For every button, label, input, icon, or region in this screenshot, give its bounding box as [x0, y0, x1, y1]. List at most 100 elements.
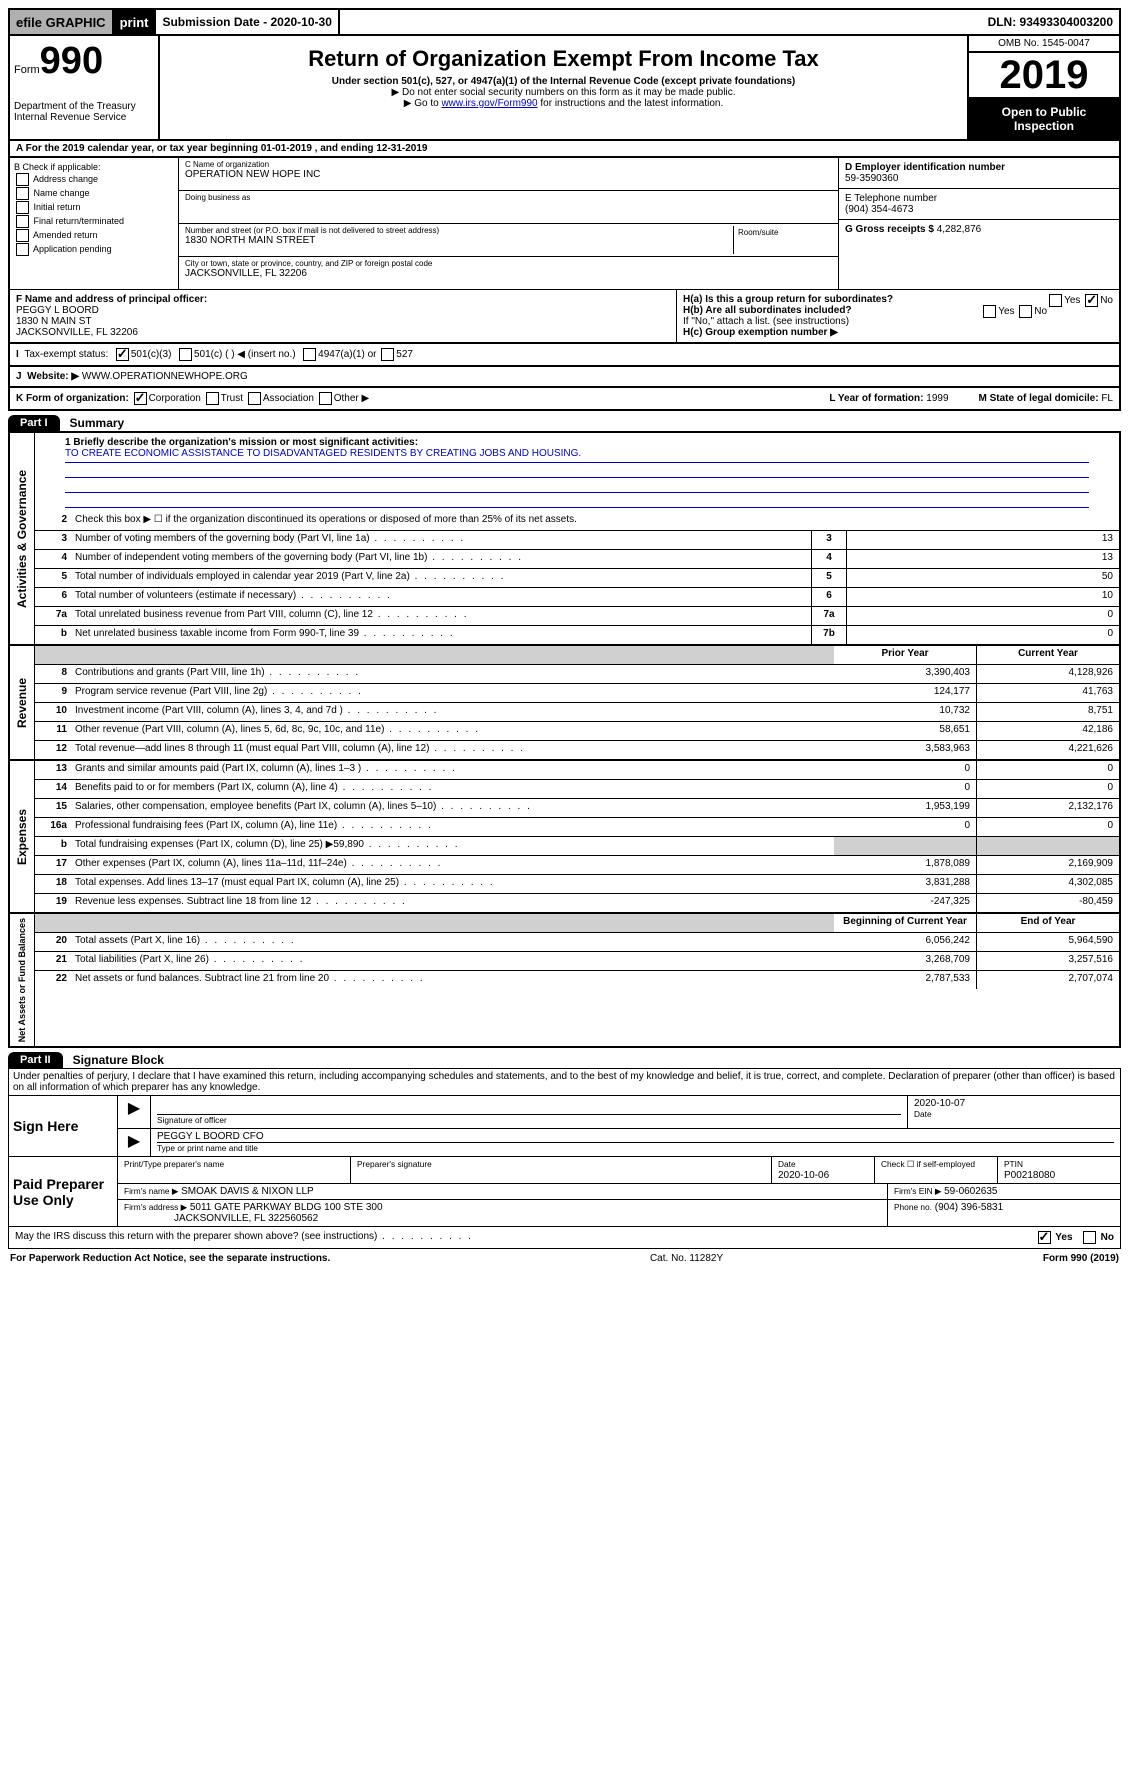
firm-phone-label: Phone no.	[894, 1202, 932, 1212]
phone-label: E Telephone number	[845, 193, 937, 204]
chk-501c[interactable]	[179, 348, 192, 361]
table-row: 9Program service revenue (Part VIII, lin…	[35, 684, 1119, 703]
city-value: JACKSONVILLE, FL 32206	[185, 268, 307, 279]
table-row: 18Total expenses. Add lines 13–17 (must …	[35, 875, 1119, 894]
table-row: 10Investment income (Part VIII, column (…	[35, 703, 1119, 722]
hb-yes[interactable]	[983, 305, 996, 318]
part2-header: Part II Signature Block	[8, 1052, 1121, 1068]
ptin-label: PTIN	[1004, 1159, 1023, 1169]
firm-name: SMOAK DAVIS & NIXON LLP	[181, 1186, 314, 1197]
sign-here-label: Sign Here	[9, 1096, 118, 1156]
officer-addr1: 1830 N MAIN ST	[16, 316, 92, 327]
discuss-row: May the IRS discuss this return with the…	[8, 1227, 1121, 1249]
website-value: WWW.OPERATIONNEWHOPE.ORG	[82, 371, 248, 382]
hb-no[interactable]	[1019, 305, 1032, 318]
website-label: Website: ▶	[27, 371, 79, 382]
chk-initial-return[interactable]: Initial return	[14, 201, 174, 214]
goto-post: for instructions and the latest informat…	[538, 98, 724, 109]
table-row: 5Total number of individuals employed in…	[35, 569, 1119, 588]
print-button[interactable]: print	[114, 10, 157, 34]
street-label: Number and street (or P.O. box if mail i…	[185, 226, 733, 235]
chk-name-change[interactable]: Name change	[14, 187, 174, 200]
chk-amended[interactable]: Amended return	[14, 229, 174, 242]
subtitle-1: Under section 501(c), 527, or 4947(a)(1)…	[166, 76, 961, 87]
table-row: bNet unrelated business taxable income f…	[35, 626, 1119, 644]
side-revenue: Revenue	[10, 646, 35, 759]
form-title: Return of Organization Exempt From Incom…	[166, 46, 961, 72]
chk-address-change[interactable]: Address change	[14, 173, 174, 186]
year-formation-label: L Year of formation:	[829, 393, 923, 404]
tax-year: 2019	[969, 53, 1119, 99]
chk-501c3[interactable]	[116, 348, 129, 361]
ha-no[interactable]	[1085, 294, 1098, 307]
row-a-period: A For the 2019 calendar year, or tax yea…	[8, 141, 1121, 158]
room-label: Room/suite	[734, 226, 832, 254]
signature-area: Sign Here ▶ Signature of officer 2020-10…	[8, 1095, 1121, 1227]
efile-label: efile GRAPHIC	[10, 10, 114, 34]
irs-link[interactable]: www.irs.gov/Form990	[441, 98, 537, 109]
hdr-prior-year: Prior Year	[834, 646, 977, 664]
chk-corp[interactable]	[134, 392, 147, 405]
form-org-label: K Form of organization:	[16, 393, 129, 404]
period-text: A For the 2019 calendar year, or tax yea…	[16, 143, 427, 154]
discuss-yes[interactable]	[1038, 1231, 1051, 1244]
ha-yes[interactable]	[1049, 294, 1062, 307]
table-row: 15Salaries, other compensation, employee…	[35, 799, 1119, 818]
part2-title: Signature Block	[63, 1053, 164, 1067]
box-fh: F Name and address of principal officer:…	[8, 289, 1121, 344]
firm-ein: 59-0602635	[944, 1186, 997, 1197]
table-row: 13Grants and similar amounts paid (Part …	[35, 761, 1119, 780]
hdr-end: End of Year	[977, 914, 1119, 932]
goto-pre: ▶ Go to	[404, 98, 442, 109]
tax-status-label: Tax-exempt status:	[24, 349, 108, 360]
form-num: 990	[40, 40, 103, 82]
chk-app-pending[interactable]: Application pending	[14, 243, 174, 256]
discuss-label: May the IRS discuss this return with the…	[15, 1231, 473, 1244]
block-bcd: B Check if applicable: Address change Na…	[8, 158, 1121, 289]
mission-line4	[65, 493, 1089, 508]
org-name-label: C Name of organization	[185, 160, 832, 169]
chk-trust[interactable]	[206, 392, 219, 405]
summary-table: Activities & Governance 1 Briefly descri…	[8, 431, 1121, 1048]
arrow-icon: ▶	[118, 1096, 151, 1128]
box-c: C Name of organization OPERATION NEW HOP…	[179, 158, 839, 289]
row-k: K Form of organization: Corporation Trus…	[8, 388, 1121, 411]
paid-preparer-label: Paid Preparer Use Only	[9, 1157, 118, 1226]
chk-4947[interactable]	[303, 348, 316, 361]
table-row: 3Number of voting members of the governi…	[35, 531, 1119, 550]
firm-name-label: Firm's name ▶	[124, 1186, 178, 1196]
gross-value: 4,282,876	[937, 224, 982, 235]
chk-assoc[interactable]	[248, 392, 261, 405]
row-i: I Tax-exempt status: 501(c)(3) 501(c) ( …	[8, 344, 1121, 367]
part1-tab: Part I	[8, 415, 60, 431]
dln-label: DLN: 93493304003200	[982, 10, 1119, 34]
firm-phone: (904) 396-5831	[935, 1202, 1003, 1213]
ein-label: D Employer identification number	[845, 162, 1005, 173]
footer-right: Form 990 (2019)	[1043, 1253, 1119, 1264]
hdr-current-year: Current Year	[977, 646, 1119, 664]
box-b-label: B Check if applicable:	[14, 162, 174, 172]
open-inspection: Open to Public Inspection	[969, 99, 1119, 139]
table-row: 22Net assets or fund balances. Subtract …	[35, 971, 1119, 989]
omb-number: OMB No. 1545-0047	[969, 36, 1119, 53]
city-label: City or town, state or province, country…	[185, 259, 832, 268]
chk-final-return[interactable]: Final return/terminated	[14, 215, 174, 228]
preparer-name-label: Print/Type preparer's name	[124, 1159, 224, 1169]
prep-date-label: Date	[778, 1159, 796, 1169]
officer-addr2: JACKSONVILLE, FL 32206	[16, 327, 138, 338]
chk-other[interactable]	[319, 392, 332, 405]
table-row: 11Other revenue (Part VIII, column (A), …	[35, 722, 1119, 741]
side-net-assets: Net Assets or Fund Balances	[10, 914, 35, 1046]
discuss-no[interactable]	[1083, 1231, 1096, 1244]
side-governance: Activities & Governance	[10, 433, 35, 644]
chk-527[interactable]	[381, 348, 394, 361]
gross-label: G Gross receipts $	[845, 224, 934, 235]
footer-left: For Paperwork Reduction Act Notice, see …	[10, 1253, 330, 1264]
box-h: H(a) Is this a group return for subordin…	[677, 290, 1119, 342]
department-label: Department of the Treasury Internal Reve…	[14, 101, 154, 123]
sig-name: PEGGY L BOORD CFO	[157, 1131, 1114, 1143]
table-row: 14Benefits paid to or for members (Part …	[35, 780, 1119, 799]
firm-addr2: JACKSONVILLE, FL 322560562	[174, 1213, 318, 1224]
officer-label: F Name and address of principal officer:	[16, 294, 207, 305]
submission-date: Submission Date - 2020-10-30	[156, 10, 339, 34]
